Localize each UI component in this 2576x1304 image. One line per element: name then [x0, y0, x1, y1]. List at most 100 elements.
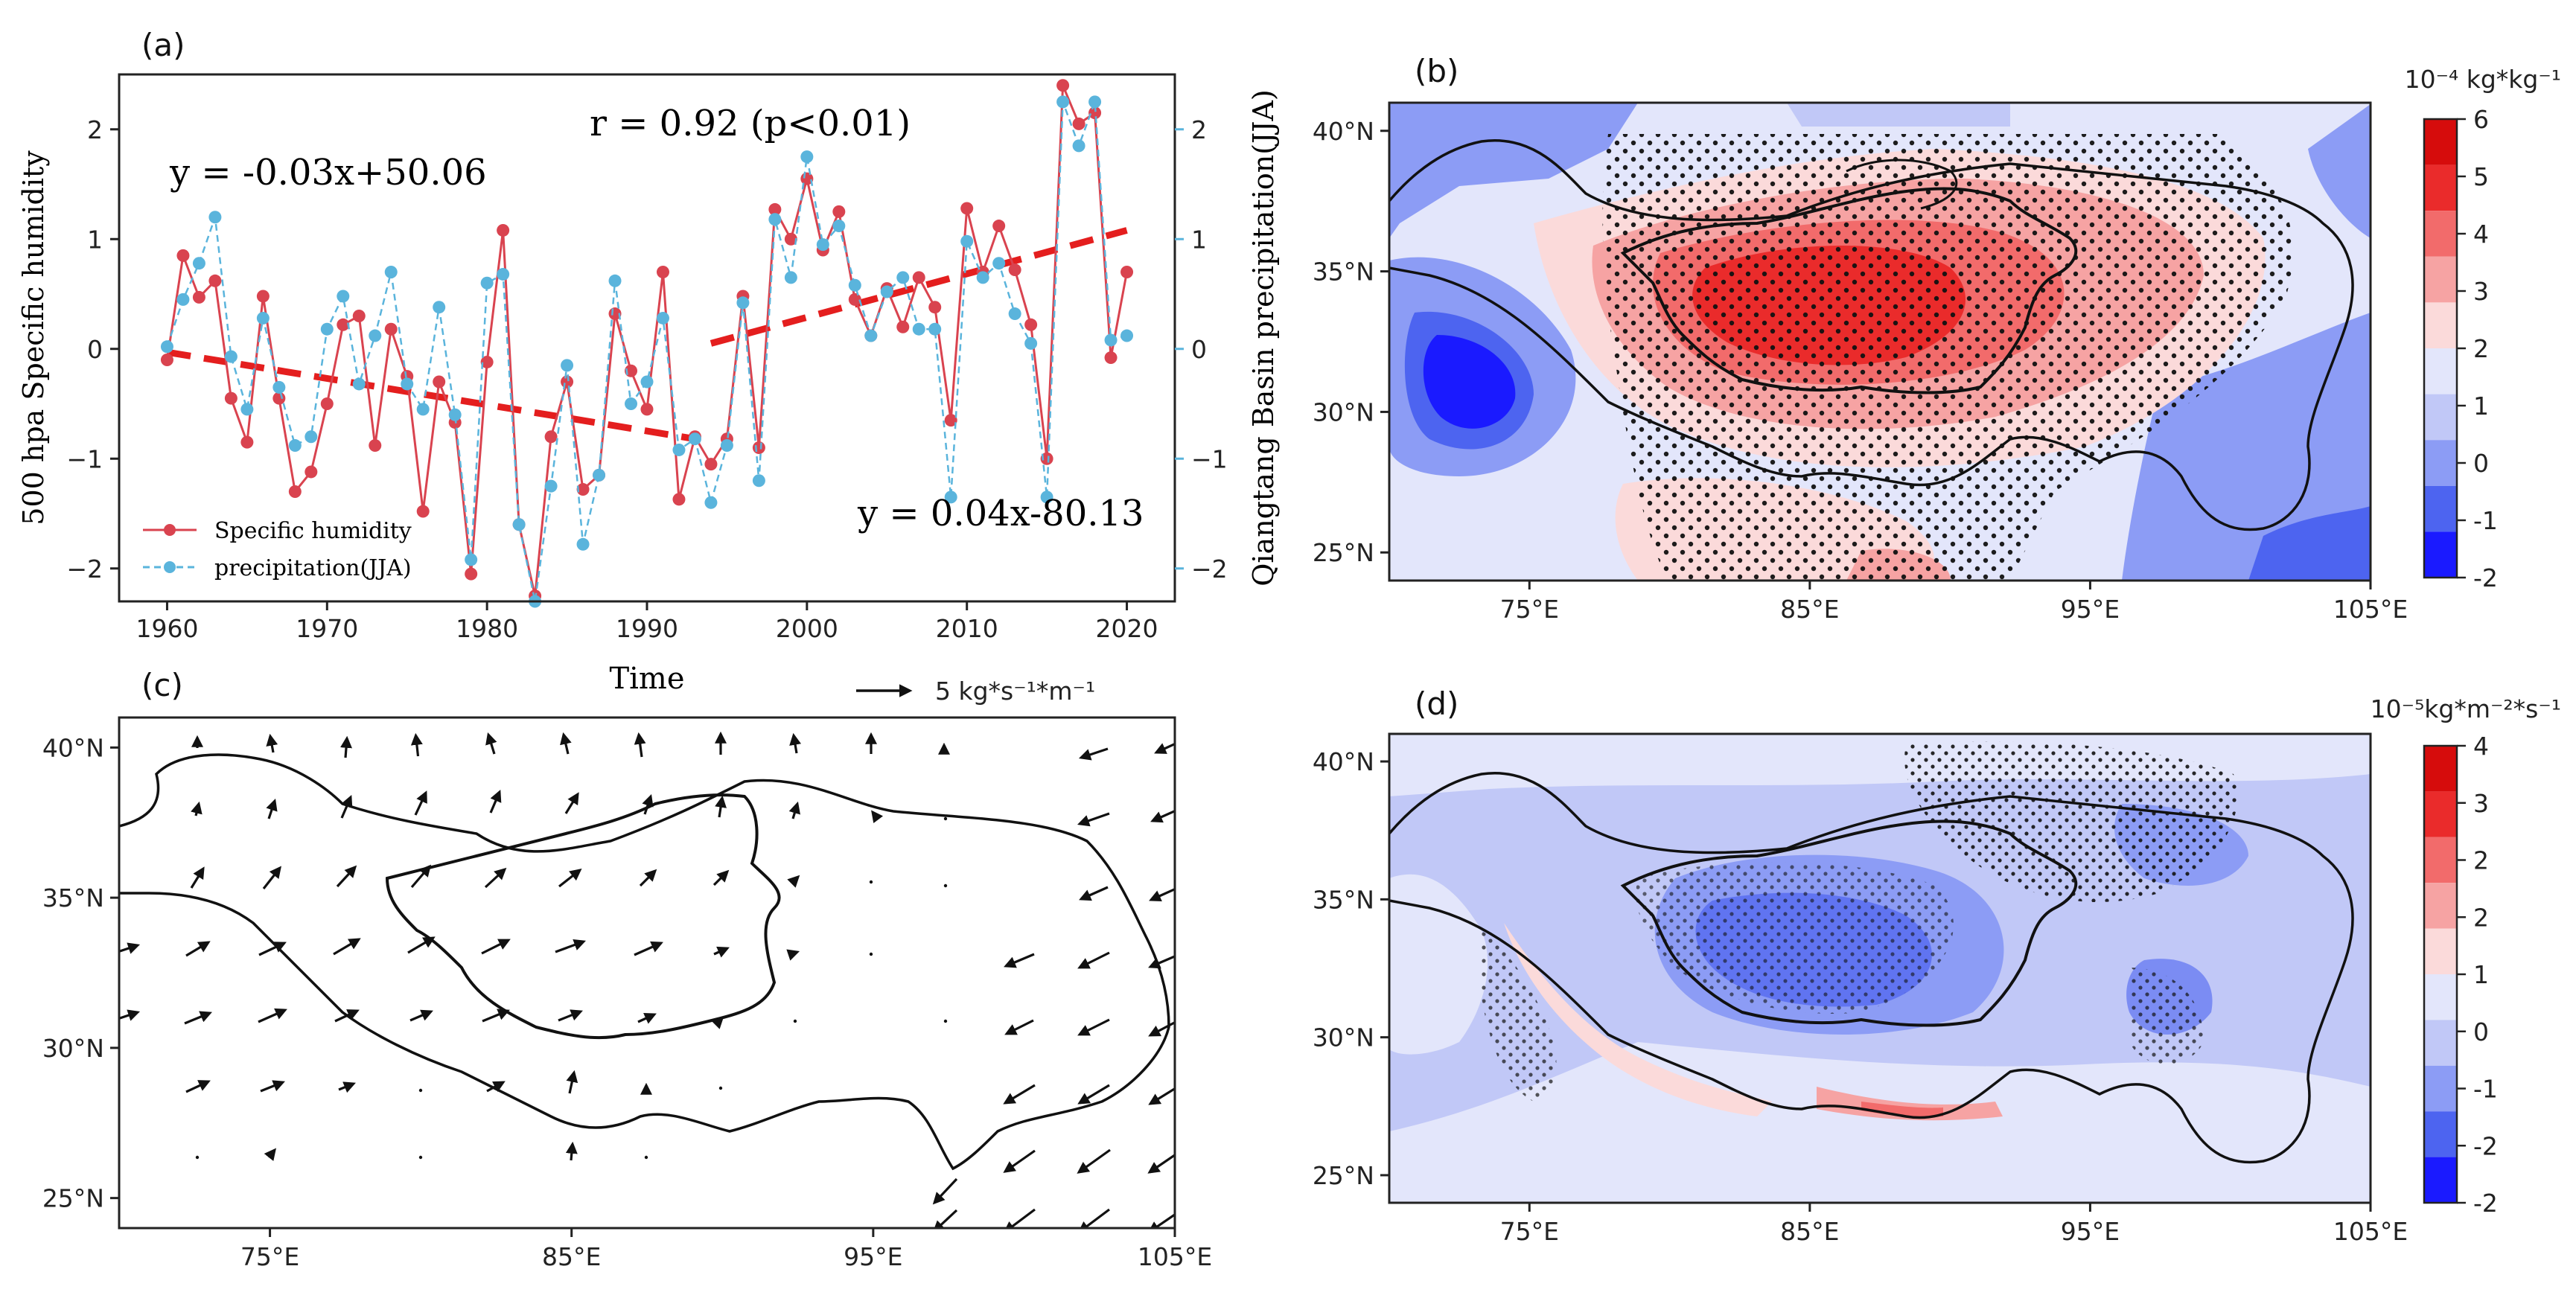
colorbar-tick-label: 6: [2473, 105, 2489, 134]
vector-arrow: [1079, 886, 1109, 901]
data-point-precipitation: [864, 329, 878, 342]
colorbar-segment: [2424, 928, 2457, 974]
panel-b-frame: [1388, 101, 2372, 582]
vector-arrow: [1077, 1018, 1110, 1036]
lon-tick-label: 75°E: [1500, 595, 1559, 624]
data-point-humidity: [672, 493, 686, 506]
panel-c-vector-map: (c) 75°E 85°E 95°E 105°E 40°N 35°N 30°N 25°N 5 …: [42, 667, 1212, 1271]
data-point-precipitation: [272, 380, 286, 394]
vector-arrow: [410, 864, 432, 889]
colorbar-tick-label: 0: [2473, 449, 2489, 478]
lat-tick-label: 35°N: [42, 883, 104, 913]
vector-arrow: [1154, 742, 1175, 754]
data-point-precipitation: [720, 439, 733, 453]
colorbar-segment: [2424, 211, 2457, 257]
data-point-humidity: [208, 274, 222, 287]
lat-tick-label: 25°N: [1313, 1161, 1374, 1190]
colorbar-tick-label: 2: [2473, 846, 2489, 875]
data-point-humidity: [544, 430, 558, 444]
data-point-humidity: [352, 310, 366, 322]
data-point-humidity: [1120, 266, 1134, 278]
colorbar-segment: [2424, 1157, 2457, 1203]
data-point-humidity: [1104, 351, 1118, 365]
colorbar-segment: [2424, 837, 2457, 883]
vector-arrow: [943, 816, 948, 821]
data-point-humidity: [576, 483, 590, 496]
vector-arrow: [418, 1088, 423, 1093]
x-tick-label: 1980: [456, 614, 518, 643]
vector-arrow: [334, 1009, 360, 1023]
y-tick-label-right: 2: [1191, 115, 1207, 144]
data-point-precipitation: [192, 257, 205, 270]
data-point-precipitation: [848, 278, 861, 292]
data-point-precipitation: [369, 329, 382, 342]
colorbar-segment: [2424, 348, 2457, 394]
panel-a-line-chart: (a) 1960 1970 1980 1990 2000 2010 2020 2 2 1 1 0 0 −1…: [17, 27, 1280, 696]
data-point-precipitation: [512, 518, 526, 531]
data-point-humidity: [561, 375, 574, 389]
data-point-humidity: [480, 355, 494, 368]
data-point-humidity: [256, 290, 270, 303]
colorbar-tick-label: 2: [2473, 334, 2489, 363]
data-point-precipitation: [224, 350, 237, 363]
data-point-humidity: [224, 391, 237, 405]
y-tick-label-left: 2: [87, 115, 103, 144]
data-point-precipitation: [992, 257, 1006, 270]
colorbar-segment: [2424, 302, 2457, 348]
lon-tick-label: 105°E: [1138, 1242, 1212, 1271]
vector-arrow: [787, 875, 800, 888]
x-tick-label: 2000: [776, 614, 838, 643]
reference-vector-label: 5 kg*s⁻¹*m⁻¹: [935, 677, 1095, 706]
y-tick-label-right: 0: [1191, 335, 1207, 364]
data-point-precipitation: [240, 403, 254, 416]
panel-d-contour-map: (d) 75°E 85°E 95°E 105°E 40°N 35°N 30°N 25°N 4 3…: [1313, 685, 2561, 1246]
data-point-precipitation: [608, 274, 622, 287]
colorbar-segment: [2424, 164, 2457, 211]
lat-tick-label: 30°N: [1313, 1023, 1374, 1052]
vector-arrow: [336, 865, 357, 888]
colorbar-tick-label: -2: [2473, 563, 2498, 592]
vector-arrow: [410, 732, 423, 757]
vector-arrow: [566, 1070, 578, 1094]
lon-tick-label: 85°E: [1780, 1217, 1839, 1246]
data-point-precipitation: [352, 377, 366, 391]
data-point-precipitation: [1024, 336, 1038, 350]
data-point-humidity: [928, 301, 942, 314]
data-point-humidity: [944, 414, 957, 427]
y-tick-label-right: 1: [1191, 225, 1207, 254]
colorbar-tick-label: -1: [2473, 1075, 2498, 1104]
vector-arrow: [184, 1011, 212, 1025]
trend-line-1: [166, 348, 696, 443]
colorbar-tick-label: 4: [2473, 732, 2489, 761]
data-point-precipitation: [1040, 490, 1053, 504]
vector-arrow: [190, 866, 205, 889]
data-point-humidity: [768, 202, 782, 216]
colorbar-segment: [2424, 883, 2457, 929]
x-tick-label: 1990: [616, 614, 678, 643]
vector-arrow: [558, 869, 582, 888]
data-point-precipitation: [688, 432, 701, 446]
data-point-humidity: [1088, 106, 1102, 120]
data-point-precipitation: [176, 293, 190, 306]
data-point-humidity: [433, 375, 446, 389]
data-point-precipitation: [1120, 329, 1134, 342]
data-point-precipitation: [800, 150, 814, 164]
vector-arrow: [1003, 1208, 1036, 1228]
vector-arrow: [191, 801, 203, 816]
lat-tick-label: 35°N: [1313, 885, 1374, 914]
data-point-precipitation: [401, 377, 414, 391]
vector-arrow: [637, 1013, 657, 1024]
vector-arrow: [414, 790, 427, 816]
data-point-humidity: [832, 205, 846, 218]
vector-arrow: [1004, 1019, 1034, 1035]
vector-arrow: [943, 883, 948, 888]
data-point-precipitation: [704, 496, 718, 509]
y-axis-label-right: Qiangtang Basin precipitation(JJA): [1247, 89, 1280, 587]
data-point-humidity: [160, 354, 173, 366]
data-point-precipitation: [896, 271, 910, 284]
vector-arrow: [869, 952, 873, 956]
data-point-humidity: [704, 458, 718, 471]
vector-arrow: [943, 1019, 948, 1023]
plateau-boundary: [119, 753, 1170, 1171]
